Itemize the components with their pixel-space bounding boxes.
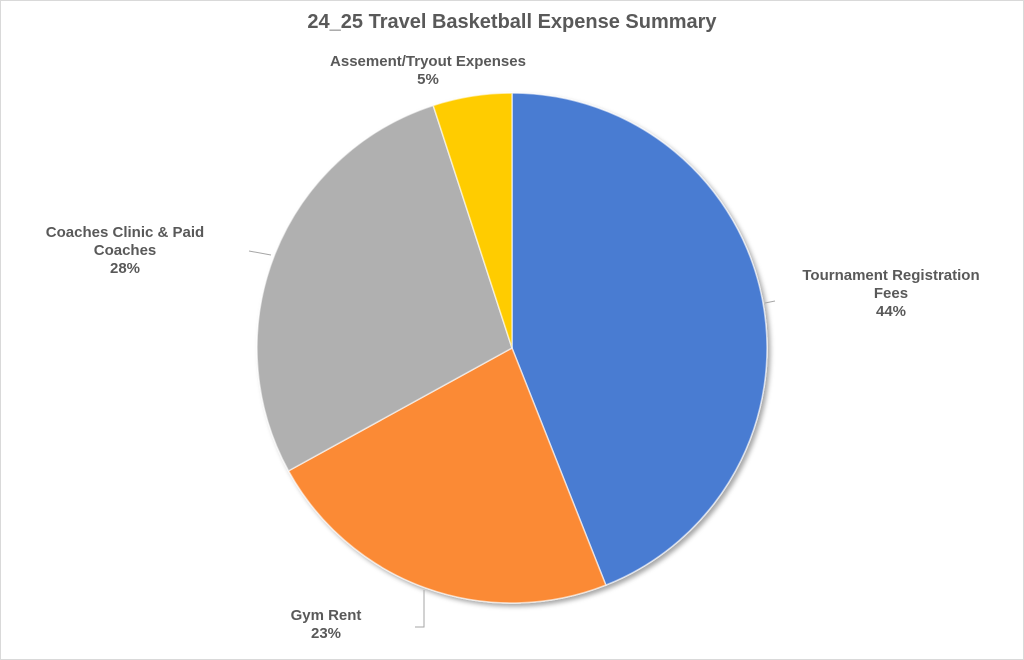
- slice-label-assessment-tryout: Assement/Tryout Expenses 5%: [330, 53, 526, 88]
- pie-slice-gym-rent: [287, 346, 607, 604]
- pie-slice-coaches-clinic: [256, 104, 513, 472]
- leader-line-tournament: [764, 300, 776, 304]
- pie-slice-tournament-registration: [511, 92, 768, 587]
- leader-line-gym-rent: [415, 590, 425, 628]
- leader-line-coaches: [248, 250, 272, 256]
- slice-label-tournament-registration: Tournament Registration Fees 44%: [802, 267, 980, 320]
- slice-label-gym-rent: Gym Rent 23%: [290, 607, 362, 642]
- chart-title: 24_25 Travel Basketball Expense Summary: [307, 11, 717, 33]
- slice-label-coaches: Coaches Clinic & Paid Coaches 28%: [45, 224, 205, 277]
- pie-slice-assessment-tryout: [432, 92, 513, 349]
